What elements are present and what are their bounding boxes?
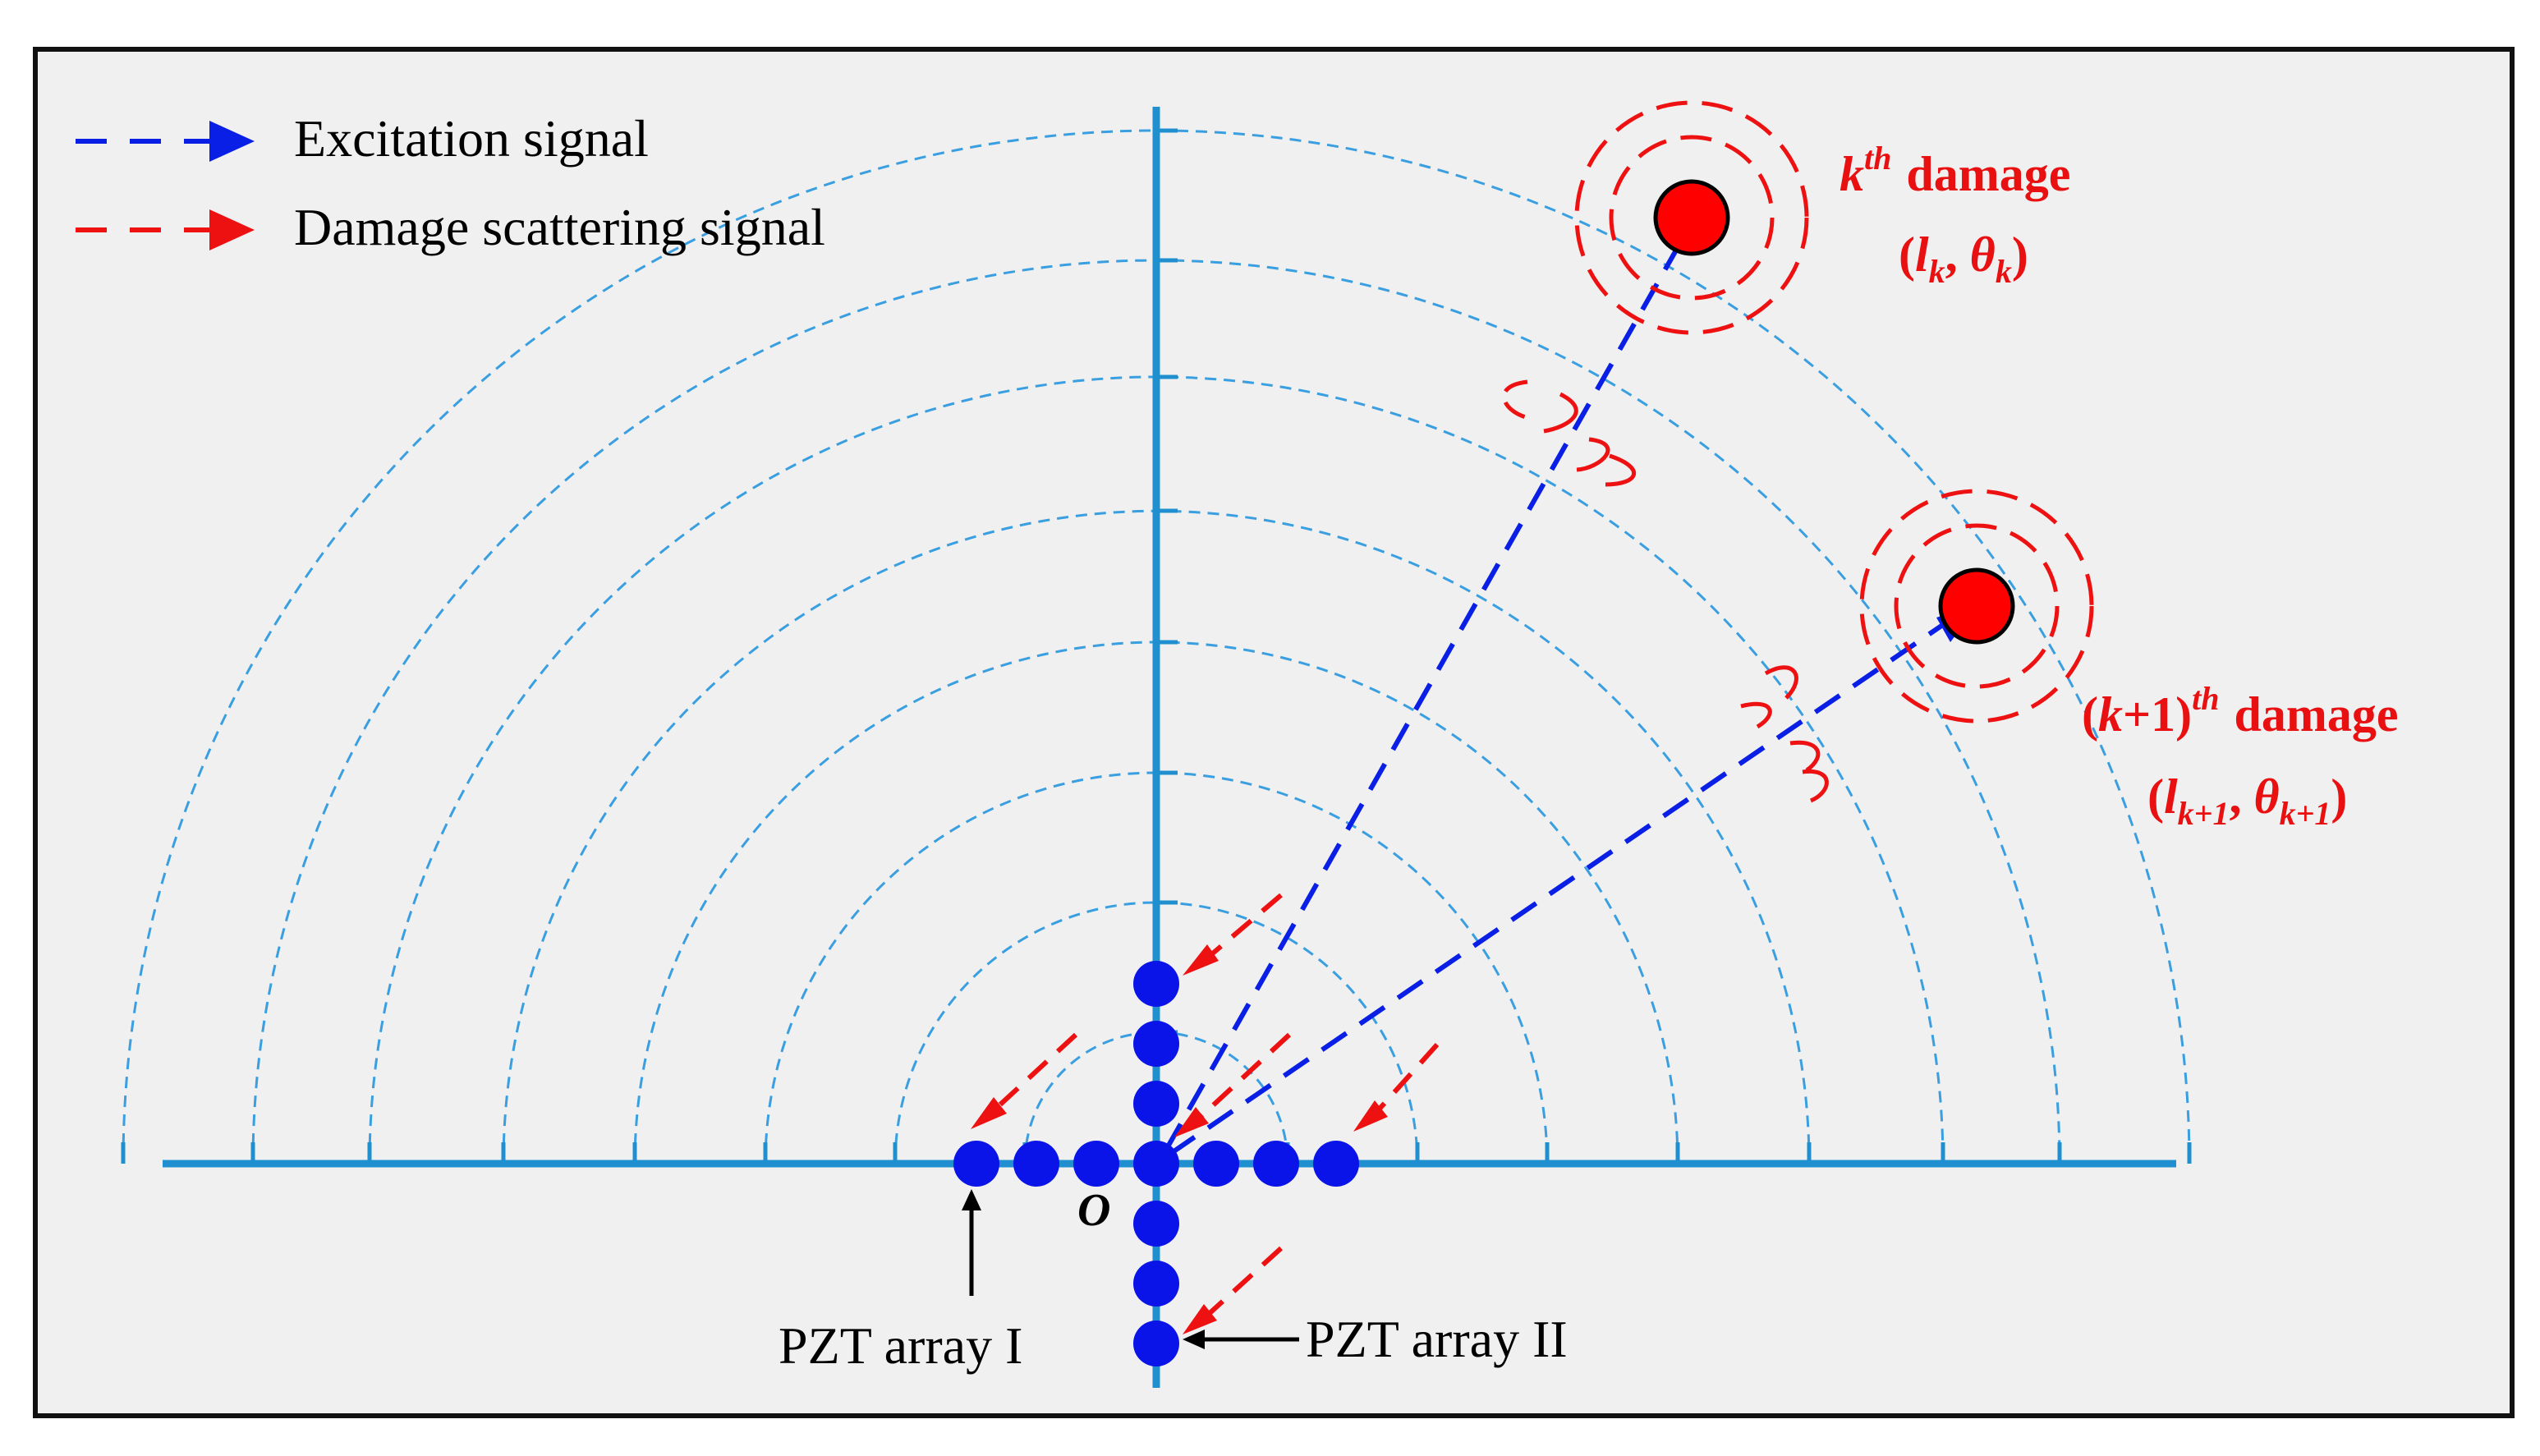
scatter-arrow-1 [1207, 893, 1283, 959]
damage-k1-coord-open: ( [2147, 769, 2164, 824]
damage-k-coords: (lk, θk) [1899, 227, 2028, 290]
wave-packet-1b [1543, 392, 1578, 434]
damage-k1-title: (k+1)th damage [2082, 680, 2399, 742]
scatter-arrow-5 [1206, 1246, 1284, 1316]
legend-scattering-arrowhead [209, 209, 255, 250]
wave-packet-2d [1802, 769, 1829, 803]
pzt-sensor-array-2-13 [1133, 1321, 1179, 1366]
damage-k [1574, 100, 1809, 335]
damage-k-marker [1653, 179, 1730, 256]
damage-k1 [1859, 489, 2094, 723]
wave-packet-2a [1764, 665, 1798, 700]
damage-k-l-subscript: k [1929, 253, 1945, 290]
array-1-pointer-head [962, 1189, 981, 1210]
damage-k1-coord-close: ) [2331, 769, 2347, 824]
array-2-pointer-head [1183, 1330, 1205, 1349]
damage-k-ring-inner [1609, 135, 1775, 301]
damage-k1-ring-outer [1859, 489, 2094, 723]
scatter-arrow-3 [1198, 1032, 1292, 1119]
damage-k-separator: , [1945, 227, 1970, 282]
damage-k1-l-symbol: l [2164, 769, 2178, 824]
damage-k1-plus-one: +1) [2123, 687, 2192, 742]
damage-k1-coords: (lk+1, θk+1) [2147, 769, 2347, 832]
damage-k1-separator: , [2229, 769, 2253, 824]
damage-k1-theta-subscript: k+1 [2280, 795, 2331, 832]
excitation-path-to-damage-k [1164, 228, 1690, 1151]
pzt-sensor-array-2-11 [1133, 1201, 1179, 1247]
damage-k1-superscript: th [2192, 680, 2219, 717]
scatter-arrowhead-5 [1183, 1304, 1217, 1334]
wave-packet-1a [1501, 379, 1528, 420]
array-1-label: PZT array I [779, 1316, 1022, 1375]
pzt-sensor-array-1-1 [953, 1141, 999, 1187]
damage-k1-word: damage [2235, 687, 2399, 742]
damage-k-title: kth damage [1840, 140, 2070, 201]
damage-k-theta-subscript: k [1996, 253, 2012, 290]
wavefront-arc-2 [893, 901, 1419, 1164]
damage-k-word: damage [1906, 147, 2070, 201]
panel-frame [33, 47, 2515, 1418]
scatter-arrow-4 [1377, 1042, 1440, 1111]
scattering-arrows [971, 893, 1440, 1334]
pzt-sensor-array-1-7 [1313, 1141, 1359, 1187]
pzt-sensor-array-1-5 [1193, 1141, 1239, 1187]
wave-packet-2b [1740, 701, 1772, 729]
scatter-arrowhead-1 [1183, 944, 1219, 976]
damage-k1-theta-symbol: θ [2253, 769, 2279, 824]
pzt-sensor-array-2-12 [1133, 1261, 1179, 1307]
damage-k-l-symbol: l [1915, 227, 1929, 282]
damage-k1-open-paren: ( [2082, 687, 2098, 742]
legend-excitation-label: Excitation signal [294, 109, 649, 168]
legend: Excitation signal Damage scattering sign… [76, 109, 825, 256]
damage-k1-index: k [2098, 687, 2123, 742]
pzt-sensor-array-1-6 [1253, 1141, 1299, 1187]
pzt-sensor-array-2-10 [1133, 1081, 1179, 1127]
damage-k1-ring-inner [1894, 523, 2060, 689]
pzt-sensor-array-1-4 [1133, 1141, 1179, 1187]
pzt-sensor-array-2-9 [1133, 1021, 1179, 1067]
pzt-sensor-array-2-8 [1133, 961, 1179, 1007]
wave-packets [1501, 379, 1829, 803]
legend-excitation-arrowhead [209, 121, 255, 162]
excitation-path-to-damage-k1 [1169, 620, 1948, 1156]
damage-k-label: kth damage (lk, θk) [1840, 140, 2070, 290]
damage-k-index: k [1840, 147, 1864, 201]
scatter-arrow-2 [998, 1032, 1078, 1107]
wave-packet-1c [1576, 437, 1610, 472]
scatter-arrowhead-4 [1353, 1100, 1388, 1132]
scatter-arrowhead-2 [971, 1097, 1007, 1129]
origin-label: O [1077, 1185, 1110, 1236]
damage-k-coord-close: ) [2012, 227, 2028, 282]
damage-k-ring-outer [1574, 100, 1809, 335]
damage-k-superscript: th [1864, 140, 1891, 177]
damage-k1-marker [1938, 567, 2015, 645]
array-2-label: PZT array II [1306, 1310, 1568, 1368]
scatter-arrowhead-3 [1174, 1107, 1209, 1137]
pzt-sensor-array-1-2 [1013, 1141, 1059, 1187]
wavefront-arc-1 [1023, 1031, 1289, 1164]
pzt-sensor-array-1-3 [1073, 1141, 1119, 1187]
damage-k1-l-subscript: k+1 [2178, 795, 2230, 832]
damage-k-theta-symbol: θ [1970, 227, 1996, 282]
wave-packet-1d [1605, 453, 1637, 487]
damage-k1-label: (k+1)th damage (lk+1, θk+1) [2082, 680, 2399, 832]
legend-scattering-label: Damage scattering signal [294, 198, 825, 256]
wave-packet-2c [1789, 740, 1821, 773]
pzt-sensors [953, 961, 1359, 1366]
array-pointers [962, 1189, 1299, 1349]
wavefront-arc-8 [122, 129, 2191, 1164]
damage-k-coord-open: ( [1899, 227, 1915, 282]
